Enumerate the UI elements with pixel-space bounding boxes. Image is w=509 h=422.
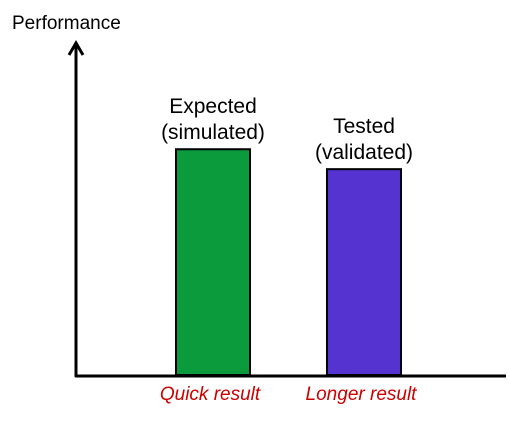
bar-2	[326, 168, 402, 376]
bar-2-label-line-1: Tested	[333, 115, 395, 138]
bar-1-label-line-2: (simulated)	[161, 121, 265, 144]
y-axis-title: Performance	[12, 13, 121, 34]
bar-2-label-line-2: (validated)	[315, 141, 413, 164]
y-axis-arrowhead-icon	[67, 40, 85, 56]
x-tick-label-2: Longer result	[306, 384, 418, 405]
bar-1	[175, 148, 251, 376]
bar-1-label-line-1: Expected	[169, 95, 257, 118]
bars-layer: Expected (simulated) Quick result Tested (va…	[160, 95, 417, 405]
x-tick-label-1: Quick result	[160, 384, 261, 405]
